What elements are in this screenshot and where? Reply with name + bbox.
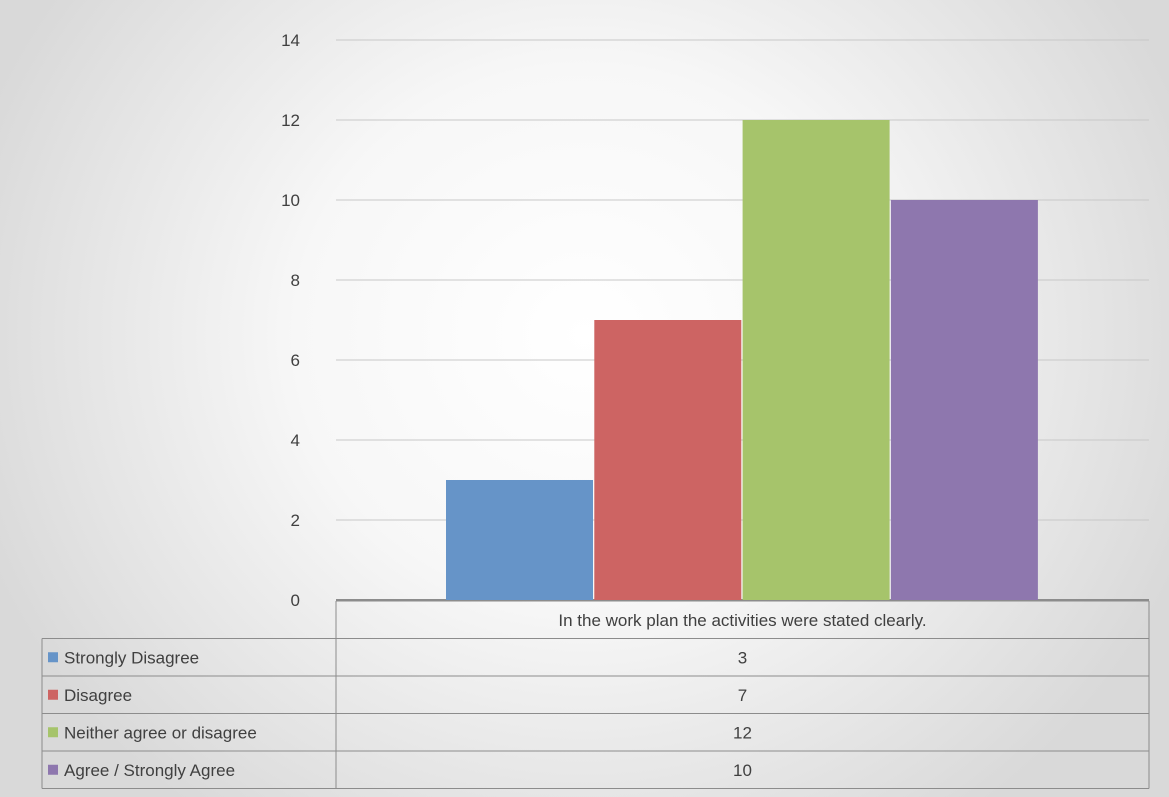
- bar-disagree: [594, 320, 742, 600]
- legend-swatch: [48, 764, 58, 775]
- bar-agree-strongly-agree: [890, 200, 1038, 600]
- data-table-value: 12: [733, 723, 752, 742]
- y-tick-label: 2: [291, 511, 300, 530]
- data-table-value: 10: [733, 761, 752, 780]
- data-table-value: 3: [738, 648, 747, 667]
- legend-label: Agree / Strongly Agree: [64, 761, 235, 780]
- legend-label: Neither agree or disagree: [64, 723, 257, 742]
- y-tick-label: 12: [281, 111, 300, 130]
- legend-swatch: [48, 689, 58, 700]
- legend-swatch: [48, 652, 58, 663]
- data-table: In the work plan the activities were sta…: [41, 600, 1150, 789]
- y-tick-label: 10: [281, 191, 300, 210]
- y-tick-label: 8: [291, 271, 300, 290]
- bars: [446, 120, 1038, 600]
- y-tick-label: 14: [281, 31, 300, 50]
- data-table-value: 7: [738, 686, 747, 705]
- bar-neither-agree-or-disagree: [742, 120, 890, 600]
- x-category-label: In the work plan the activities were sta…: [558, 611, 926, 630]
- y-tick-label: 0: [291, 591, 300, 610]
- legend-swatch: [48, 727, 58, 738]
- y-tick-label: 6: [291, 351, 300, 370]
- y-tick-label: 4: [291, 431, 300, 450]
- legend-label: Strongly Disagree: [64, 648, 199, 667]
- legend-label: Disagree: [64, 686, 132, 705]
- y-axis-tick-labels: 0 2 4 6 8 10 12 14: [281, 31, 300, 610]
- bar-strongly-disagree: [446, 480, 593, 600]
